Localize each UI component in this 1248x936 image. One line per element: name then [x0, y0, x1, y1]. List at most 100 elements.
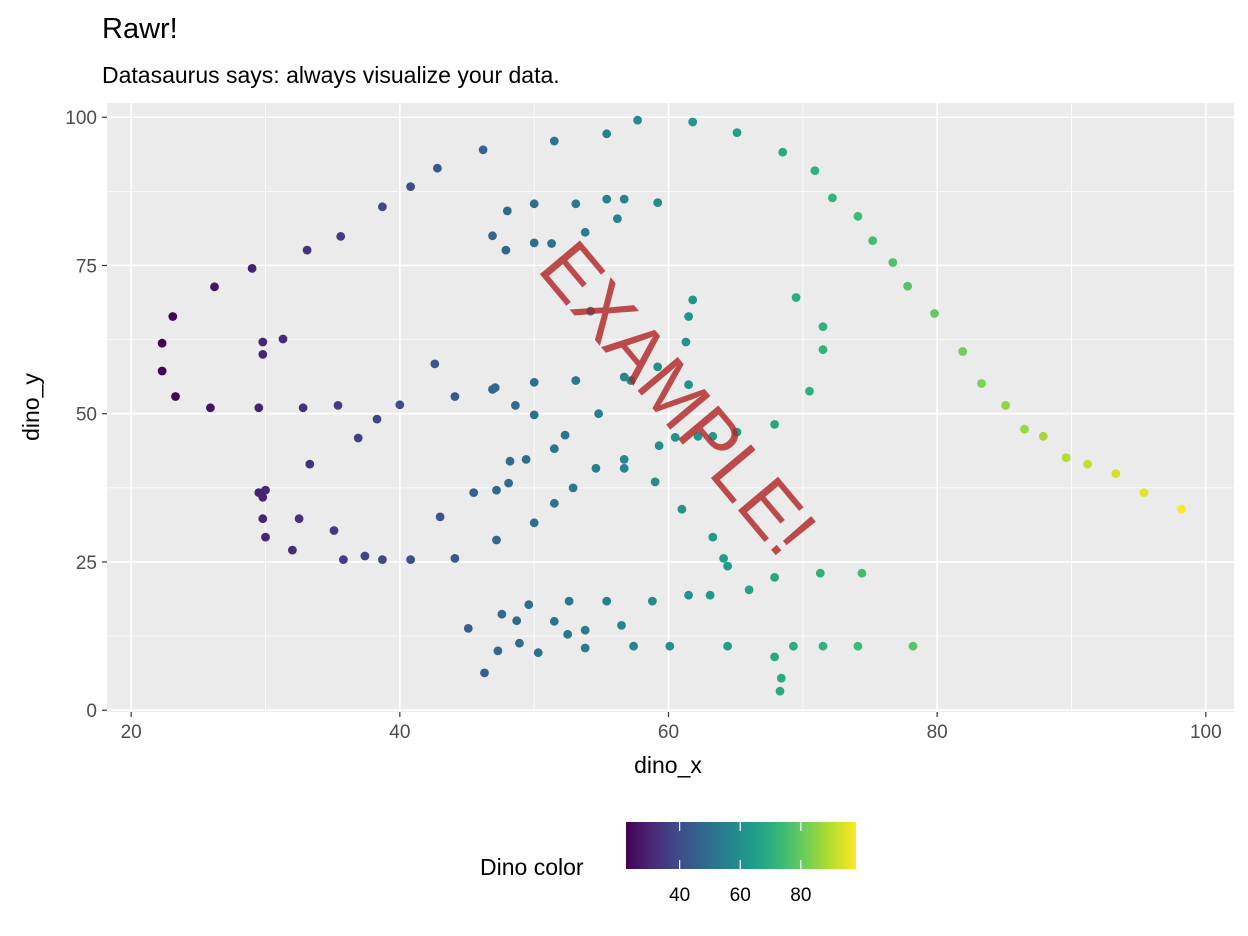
data-point — [395, 400, 405, 410]
data-point — [406, 182, 415, 192]
data-point — [1061, 453, 1071, 462]
data-point — [378, 555, 387, 564]
data-point — [568, 483, 578, 493]
legend-tick-label: 80 — [790, 885, 811, 906]
y-axis: 0 25 50 75 100 — [65, 108, 107, 722]
data-point — [732, 427, 742, 437]
data-point — [770, 573, 779, 582]
data-point — [633, 115, 642, 125]
data-point — [360, 551, 370, 561]
data-point — [492, 535, 501, 545]
data-point — [688, 117, 698, 127]
data-point — [502, 206, 512, 216]
data-point — [524, 600, 534, 610]
data-point — [497, 609, 507, 619]
data-point — [493, 646, 503, 656]
data-point — [670, 433, 680, 442]
data-point — [529, 410, 539, 420]
data-point — [571, 199, 581, 209]
data-point — [1020, 424, 1029, 434]
data-point — [619, 463, 629, 473]
data-point — [549, 498, 559, 508]
data-point — [770, 420, 779, 429]
data-point — [723, 641, 732, 651]
data-point — [903, 281, 912, 291]
data-point — [775, 686, 785, 696]
data-point — [258, 514, 268, 524]
data-point — [684, 380, 693, 390]
data-point — [549, 616, 559, 626]
data-point — [580, 227, 590, 237]
data-point — [776, 673, 786, 683]
data-point — [278, 334, 288, 344]
data-point — [1001, 401, 1010, 410]
x-tick-label: 80 — [927, 722, 948, 743]
data-point — [732, 128, 742, 138]
x-axis-title: dino_x — [634, 752, 702, 778]
data-point — [247, 264, 257, 273]
data-point — [770, 652, 779, 662]
legend-tick-label: 40 — [669, 885, 690, 906]
data-point — [818, 345, 828, 355]
data-point — [258, 350, 268, 359]
data-point — [469, 488, 479, 497]
data-point — [818, 641, 828, 651]
data-point — [705, 590, 715, 600]
data-point — [626, 376, 636, 385]
data-point — [560, 430, 570, 440]
data-point — [650, 477, 660, 487]
color-legend: Dino color 40 60 80 — [480, 822, 856, 906]
x-tick-label: 100 — [1190, 722, 1222, 743]
data-point — [563, 629, 573, 639]
data-point — [505, 456, 515, 466]
data-point — [580, 625, 590, 635]
data-point — [653, 198, 663, 208]
data-point — [433, 163, 442, 173]
data-point — [288, 545, 297, 555]
data-point — [681, 337, 691, 347]
data-point — [602, 596, 612, 606]
data-point — [492, 485, 501, 495]
data-point — [594, 409, 603, 419]
data-point — [828, 193, 837, 203]
data-point — [549, 136, 559, 146]
data-point — [789, 641, 798, 651]
data-point — [571, 376, 581, 385]
data-point — [298, 403, 308, 413]
y-axis-title: dino_y — [18, 373, 44, 441]
data-point — [168, 312, 178, 321]
data-point — [529, 199, 539, 209]
data-point — [480, 668, 489, 678]
data-point — [1038, 431, 1048, 441]
x-tick-label: 20 — [121, 722, 142, 743]
legend-colorbar — [626, 822, 856, 869]
data-point — [504, 478, 513, 488]
data-point — [406, 555, 415, 564]
data-point — [339, 555, 348, 564]
major-gridlines — [107, 103, 1234, 712]
data-point — [511, 401, 520, 410]
data-point — [533, 648, 543, 658]
legend-title: Dino color — [480, 854, 584, 880]
data-point — [857, 568, 867, 578]
x-tick-label: 40 — [389, 722, 410, 743]
plot-panel — [107, 103, 1234, 712]
data-point — [333, 401, 343, 410]
data-point — [258, 337, 268, 347]
data-point — [353, 433, 363, 443]
data-point — [529, 518, 539, 528]
data-point — [1177, 504, 1186, 514]
data-point — [336, 232, 346, 241]
data-point — [435, 512, 445, 522]
data-point — [708, 532, 718, 542]
data-point — [372, 414, 382, 424]
data-point — [1139, 488, 1149, 497]
data-point — [580, 643, 590, 653]
data-point — [463, 624, 473, 633]
data-point — [521, 455, 531, 464]
data-point — [586, 306, 595, 316]
data-point — [810, 166, 820, 176]
data-point — [1083, 459, 1092, 469]
data-point — [665, 641, 675, 651]
